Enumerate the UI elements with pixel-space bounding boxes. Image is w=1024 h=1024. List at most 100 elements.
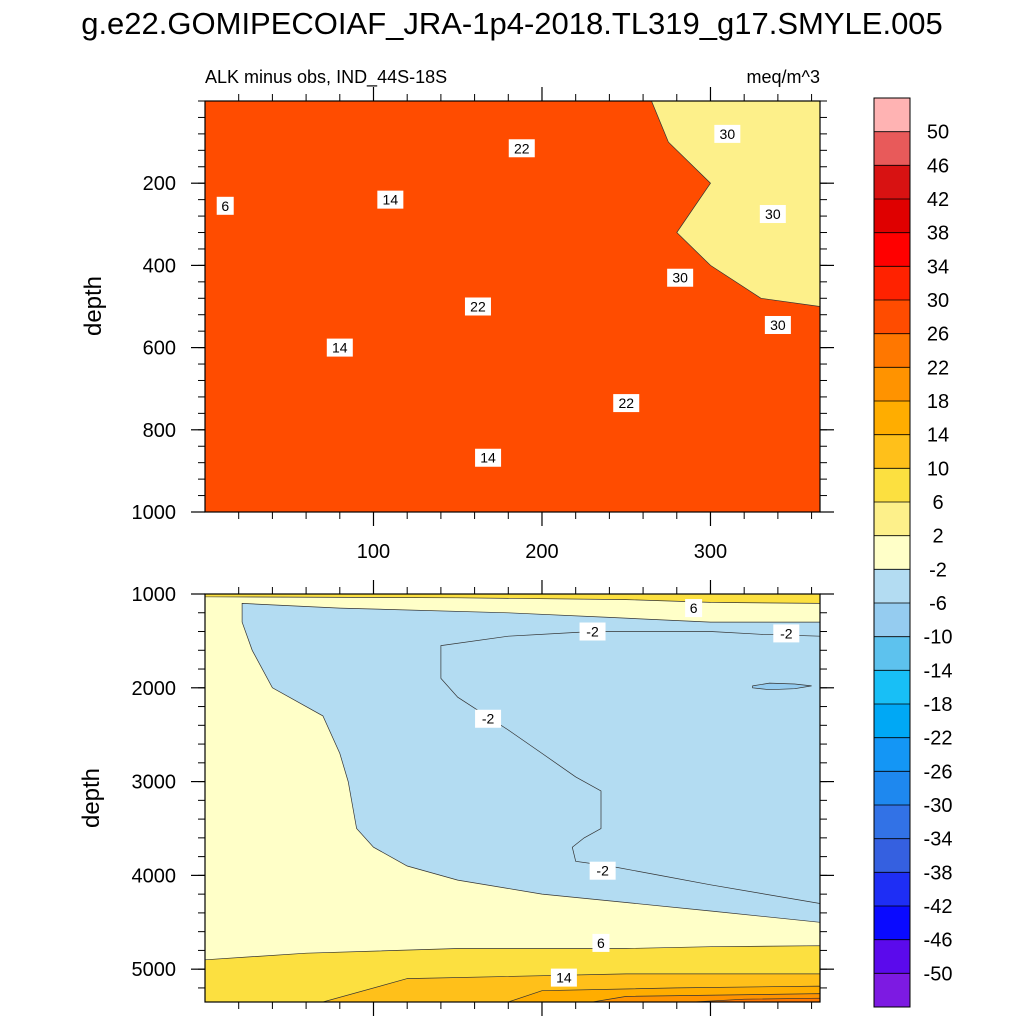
colorbar-swatch-18 <box>874 704 910 738</box>
upper-contour-label-2: 14 <box>332 340 348 356</box>
colorbar-swatch-8 <box>874 367 910 402</box>
colorbar-label-16: -14 <box>924 660 953 682</box>
upper-contour-band-5 <box>205 101 820 512</box>
colorbar-swatch-5 <box>874 266 910 301</box>
colorbar-label-15: -10 <box>924 627 953 649</box>
colorbar-label-3: 38 <box>927 223 949 245</box>
lower-y-tick-label-2: 3000 <box>132 772 177 794</box>
colorbar-swatch-10 <box>874 434 910 469</box>
colorbar-label-22: -38 <box>924 862 953 884</box>
upper-contour-label-bg-5 <box>464 297 491 316</box>
upper-contour-fills <box>205 101 820 512</box>
upper-panel-title: ALK minus obs, IND_44S-18S <box>205 67 447 88</box>
upper-x-tick-label-0: 100 <box>357 541 390 563</box>
upper-contour-label-5: 22 <box>470 299 486 315</box>
lower-y-tick-label-1: 2000 <box>132 678 177 700</box>
colorbar: 50 46 42 38 34 30 26 22 18 14 10 6 2 -2 -6 -10 -14 -18 -22… <box>873 97 953 1008</box>
upper-y-axis-label: depth <box>80 276 107 336</box>
colorbar-swatch-17 <box>874 670 910 705</box>
lower-contour-label-bg-4 <box>773 624 800 643</box>
upper-contour-label-7: 30 <box>720 126 736 142</box>
colorbar-swatch-12 <box>874 502 910 536</box>
upper-contour-label-bg-3 <box>475 448 502 467</box>
lower-contour-band-2 <box>752 682 812 691</box>
upper-x-tick-label-1: 200 <box>525 541 558 563</box>
colorbar-label-1: 46 <box>927 155 949 177</box>
colorbar-label-12: 2 <box>932 526 943 548</box>
colorbar-frame <box>873 97 911 1008</box>
colorbar-label-20: -30 <box>924 795 953 817</box>
figure-title: g.e22.GOMIPECOIAF_JRA-1p4-2018.TL319_g17… <box>81 6 943 41</box>
upper-contour-label-10: 30 <box>770 317 786 333</box>
upper-contour-label-bg-7 <box>714 124 741 143</box>
colorbar-label-7: 22 <box>927 357 949 379</box>
lower-contour-label-bg-2 <box>550 968 577 987</box>
upper-y-tick-label-1: 400 <box>143 255 176 277</box>
lower-contour-label-0: 6 <box>690 600 698 616</box>
lower-contour-label-bg-6 <box>589 861 616 880</box>
upper-panel-units: meq/m^3 <box>747 67 820 87</box>
upper-contour-label-1: 14 <box>383 192 399 208</box>
lower-y-tick-label-0: 1000 <box>132 584 177 606</box>
colorbar-swatch-13 <box>874 535 910 570</box>
colorbar-swatch-24 <box>874 906 910 940</box>
colorbar-swatch-25 <box>874 939 910 974</box>
colorbar-label-5: 30 <box>927 290 949 312</box>
upper-y-tick-label-4: 1000 <box>132 502 177 524</box>
lower-contour-label-4: -2 <box>780 625 793 641</box>
colorbar-swatch-7 <box>874 333 910 368</box>
colorbar-swatch-23 <box>874 872 910 907</box>
upper-contour-label-bg-8 <box>759 205 786 224</box>
lower-axis-ticks: 1000 2000 3000 4000 5000 <box>132 580 834 1016</box>
lower-contour-label-bg-0 <box>685 599 703 618</box>
colorbar-label-10: 10 <box>927 458 949 480</box>
upper-y-tick-label-2: 600 <box>143 338 176 360</box>
colorbar-swatch-11 <box>874 468 910 503</box>
upper-contour-label-bg-2 <box>326 338 353 357</box>
upper-x-tick-label-2: 300 <box>694 541 727 563</box>
colorbar-label-21: -34 <box>924 829 953 851</box>
upper-contour-label-bg-1 <box>377 190 404 209</box>
upper-plot-frame <box>204 100 821 513</box>
lower-y-tick-label-4: 5000 <box>132 959 177 981</box>
lower-contour-band-8 <box>693 997 820 1002</box>
upper-contour-label-bg-10 <box>764 315 791 334</box>
colorbar-label-9: 14 <box>927 425 949 447</box>
lower-y-tick-label-3: 4000 <box>132 865 177 887</box>
colorbar-label-4: 34 <box>927 256 949 278</box>
lower-contour-labels: 6 6 14 -2 -2 -2 -2 <box>475 599 800 987</box>
colorbar-swatch-14 <box>874 569 910 604</box>
upper-y-tick-label-3: 800 <box>143 420 176 442</box>
colorbar-label-24: -46 <box>924 930 953 952</box>
colorbar-label-19: -26 <box>924 761 953 783</box>
lower-contour-label-1: 6 <box>597 935 605 951</box>
upper-axis-ticks: 100 200 300 200 400 600 800 1000 <box>132 87 834 563</box>
upper-contour-label-6: 22 <box>618 395 634 411</box>
upper-y-tick-label-0: 200 <box>143 173 176 195</box>
colorbar-swatch-1 <box>874 131 910 166</box>
colorbar-label-0: 50 <box>927 122 949 144</box>
lower-panel: 6 6 14 -2 -2 -2 -2 1000 2000 3000 4000 5000 depth <box>78 580 834 1016</box>
colorbar-swatch-22 <box>874 838 910 873</box>
colorbar-swatch-3 <box>874 199 910 233</box>
colorbar-label-23: -42 <box>924 896 953 918</box>
colorbar-label-2: 42 <box>927 189 949 211</box>
lower-y-axis-label: depth <box>78 768 105 828</box>
upper-contour-label-4: 22 <box>514 140 530 156</box>
colorbar-swatch-16 <box>874 636 910 671</box>
upper-contour-label-bg-4 <box>508 139 535 158</box>
lower-plot-frame <box>204 593 821 1003</box>
lower-contour-label-bg-1 <box>592 933 610 952</box>
lower-contour-label-3: -2 <box>586 624 599 640</box>
colorbar-swatch-4 <box>874 232 910 267</box>
upper-panel: ALK minus obs, IND_44S-18S meq/m^3 6 14 14… <box>80 67 834 563</box>
upper-contour-label-9: 30 <box>672 270 688 286</box>
lower-contour-label-bg-5 <box>475 709 502 728</box>
colorbar-swatch-2 <box>874 165 910 200</box>
colorbar-swatch-0 <box>874 98 910 132</box>
lower-contour-fills <box>205 594 820 1002</box>
lower-contour-band-1 <box>440 631 820 904</box>
upper-contour-label-3: 14 <box>480 450 496 466</box>
colorbar-label-6: 26 <box>927 324 949 346</box>
